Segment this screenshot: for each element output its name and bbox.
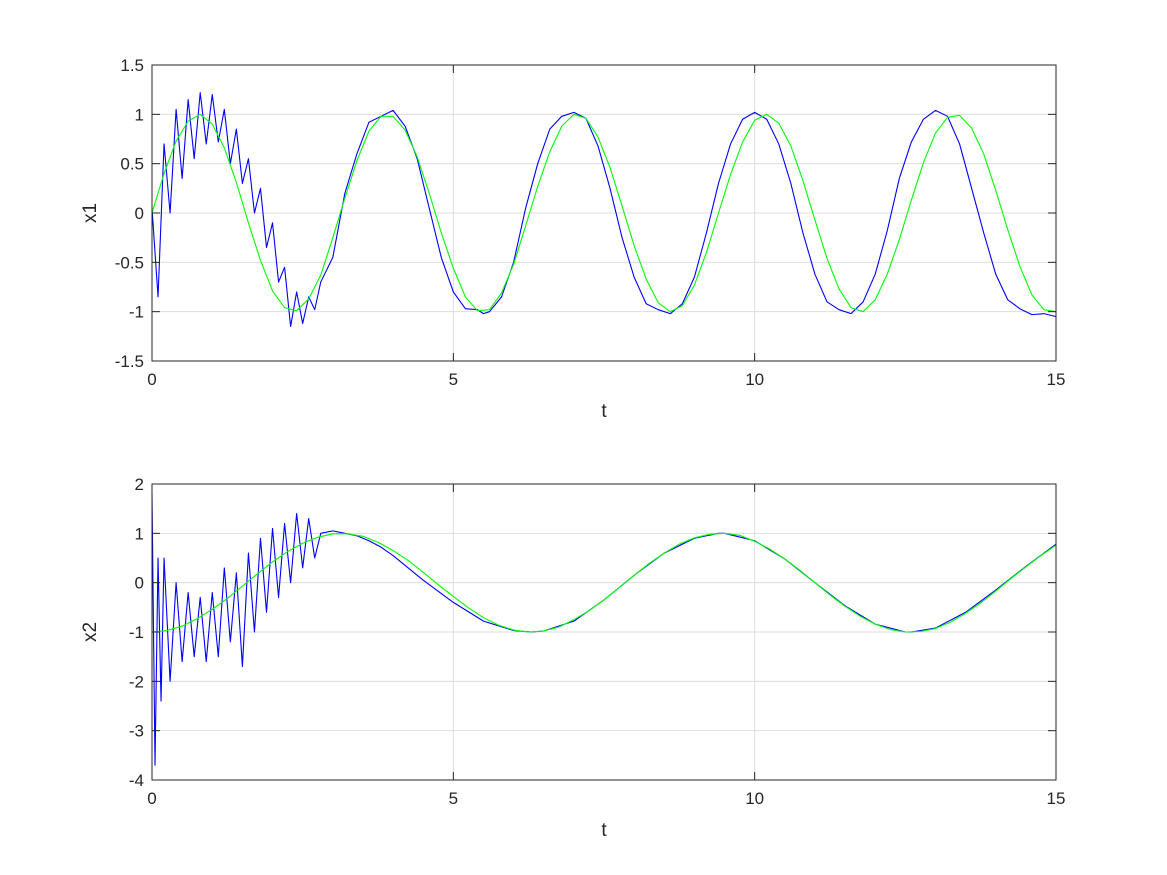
x-tick-label: 0 [147, 370, 156, 389]
subplot-x1: 0 5 10 15 -1.5 -1 -0.5 0 0.5 1 1.5 t x1 [80, 56, 1065, 422]
x-tick-label: 15 [1047, 370, 1066, 389]
y-tick-label: 2 [135, 475, 144, 494]
y-tick-label: 1.5 [120, 56, 144, 75]
y-tick-label: 0 [135, 574, 144, 593]
series-line-0 [151, 92, 1057, 328]
y-tick-label: 0.5 [120, 155, 144, 174]
x-tick-label: 0 [147, 789, 156, 808]
y-tick-label: 0 [135, 204, 144, 223]
y-tick-label: -1 [129, 303, 144, 322]
y-axis-label: x1 [80, 203, 101, 223]
y-tick-label: -3 [129, 722, 144, 741]
x-axis-label: t [601, 401, 607, 422]
y-tick-label: -1 [129, 623, 144, 642]
x-tick-label: 5 [449, 370, 458, 389]
x-tick-label: 5 [449, 789, 458, 808]
y-axis-label: x2 [80, 622, 101, 642]
y-tick-label: -2 [129, 672, 144, 691]
y-tick-label: -1.5 [115, 352, 144, 371]
subplot-x2: 0 5 10 15 -4 -3 -2 -1 0 1 2 t x2 [80, 475, 1065, 841]
y-tick-label: 1 [135, 105, 144, 124]
x-tick-label: 10 [745, 370, 764, 389]
series-line-1 [151, 532, 1057, 633]
y-tick-label: -0.5 [115, 253, 144, 272]
y-tick-label: -4 [129, 771, 144, 790]
x-axis-label: t [601, 820, 607, 841]
x-tick-label: 15 [1047, 789, 1066, 808]
x-tick-label: 10 [745, 789, 764, 808]
series-line-1 [151, 113, 1057, 313]
y-tick-label: 1 [135, 524, 144, 543]
